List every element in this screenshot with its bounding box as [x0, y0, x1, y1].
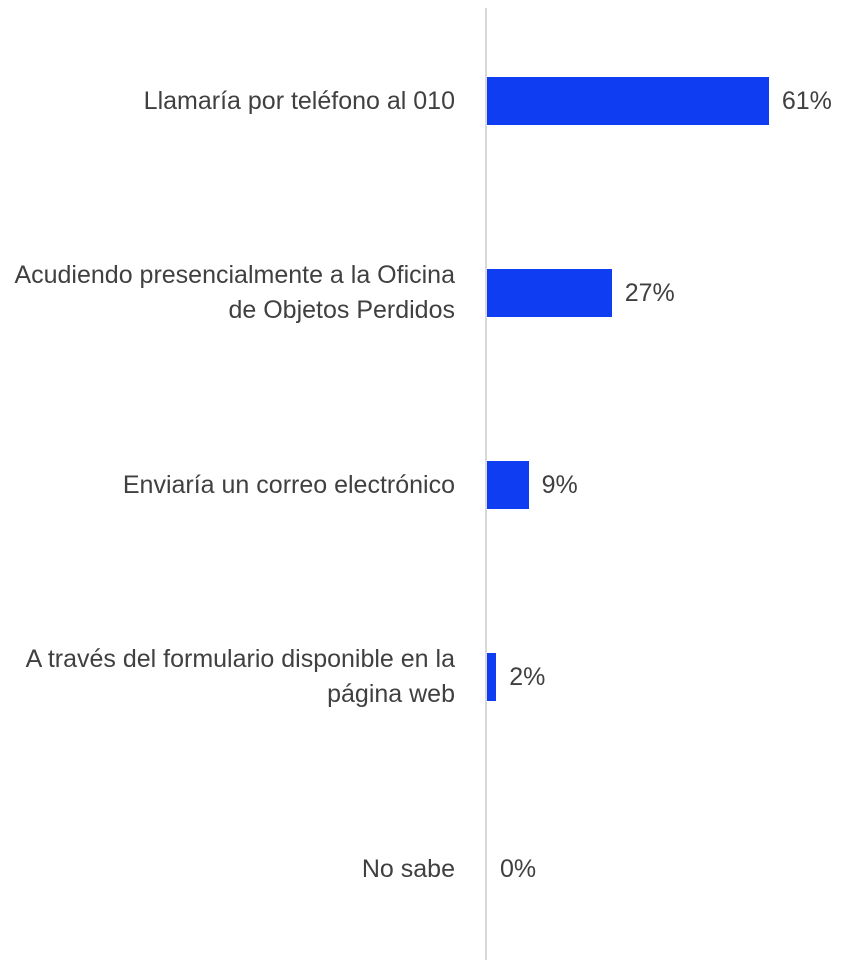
category-label: Llamaría por teléfono al 010	[143, 86, 455, 115]
bar	[487, 77, 769, 125]
value-label: 61%	[781, 87, 832, 115]
bar	[487, 269, 612, 317]
axis-line	[485, 8, 487, 960]
bar	[487, 461, 529, 509]
value-label: 0%	[500, 855, 537, 883]
value-label: 27%	[624, 279, 675, 307]
value-label: 2%	[509, 663, 546, 691]
category-label: Enviaría un correo electrónico	[122, 470, 455, 499]
value-label: 9%	[541, 471, 578, 499]
category-label: No sabe	[361, 854, 455, 883]
bar	[487, 653, 497, 701]
category-label: A través del formulario disponible en la…	[25, 645, 455, 708]
category-label: Acudiendo presencialmente a la Oficina d…	[14, 261, 455, 324]
